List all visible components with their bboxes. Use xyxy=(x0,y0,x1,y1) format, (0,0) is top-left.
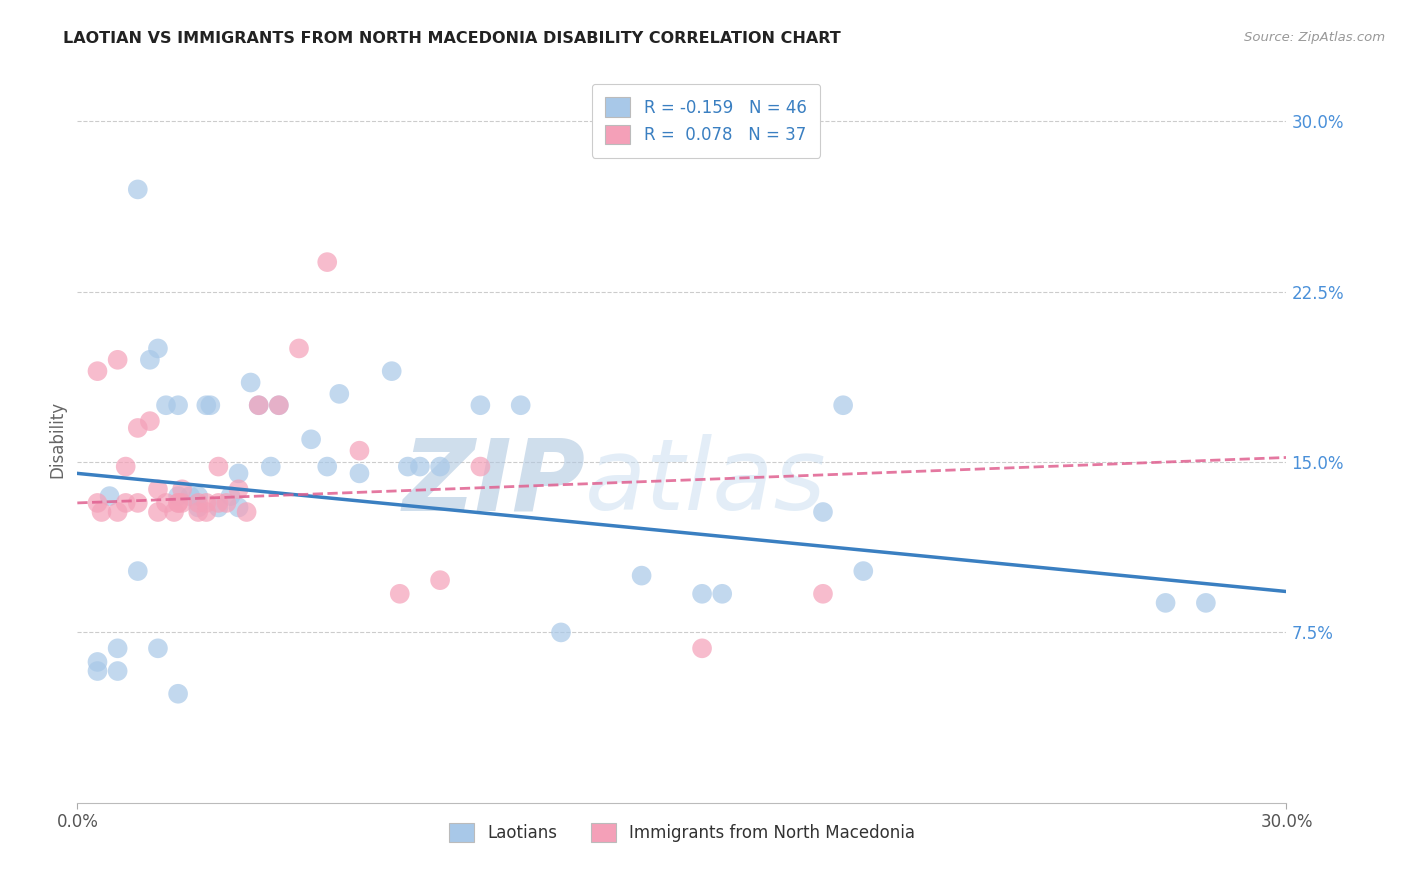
Point xyxy=(349,467,371,481)
Point xyxy=(316,255,339,269)
Point xyxy=(200,398,222,412)
Point xyxy=(228,467,250,481)
Point xyxy=(228,483,250,497)
Point xyxy=(163,505,186,519)
Point xyxy=(139,352,162,367)
Text: LAOTIAN VS IMMIGRANTS FROM NORTH MACEDONIA DISABILITY CORRELATION CHART: LAOTIAN VS IMMIGRANTS FROM NORTH MACEDON… xyxy=(63,31,841,46)
Point xyxy=(388,587,411,601)
Point xyxy=(267,398,290,412)
Point xyxy=(409,459,432,474)
Point xyxy=(98,489,121,503)
Point xyxy=(396,459,419,474)
Point xyxy=(86,364,108,378)
Point xyxy=(470,398,492,412)
Point xyxy=(146,483,169,497)
Point xyxy=(155,496,177,510)
Point xyxy=(470,459,492,474)
Point xyxy=(114,496,136,510)
Y-axis label: Disability: Disability xyxy=(48,401,66,478)
Point xyxy=(711,587,734,601)
Point xyxy=(139,414,162,428)
Point xyxy=(288,342,311,356)
Legend: Laotians, Immigrants from North Macedonia: Laotians, Immigrants from North Macedoni… xyxy=(443,816,921,849)
Point xyxy=(852,564,875,578)
Point xyxy=(195,496,218,510)
Point xyxy=(167,496,190,510)
Text: Source: ZipAtlas.com: Source: ZipAtlas.com xyxy=(1244,31,1385,45)
Point xyxy=(328,387,350,401)
Point xyxy=(228,500,250,515)
Point xyxy=(155,398,177,412)
Point xyxy=(630,568,652,582)
Point xyxy=(239,376,262,390)
Point xyxy=(690,587,713,601)
Point xyxy=(86,664,108,678)
Point xyxy=(179,489,201,503)
Point xyxy=(127,421,149,435)
Point xyxy=(195,505,218,519)
Point xyxy=(187,496,209,510)
Point xyxy=(550,625,572,640)
Point xyxy=(267,398,290,412)
Point xyxy=(811,505,834,519)
Point xyxy=(187,505,209,519)
Point xyxy=(260,459,283,474)
Point xyxy=(167,687,190,701)
Point xyxy=(832,398,855,412)
Point xyxy=(127,182,149,196)
Point xyxy=(207,459,229,474)
Point xyxy=(187,500,209,515)
Point xyxy=(86,496,108,510)
Point xyxy=(349,443,371,458)
Point xyxy=(381,364,404,378)
Point xyxy=(1195,596,1218,610)
Point xyxy=(146,342,169,356)
Point xyxy=(146,505,169,519)
Point xyxy=(107,664,129,678)
Point xyxy=(316,459,339,474)
Point xyxy=(207,496,229,510)
Point xyxy=(107,352,129,367)
Point xyxy=(127,564,149,578)
Point xyxy=(247,398,270,412)
Point xyxy=(215,496,238,510)
Text: atlas: atlas xyxy=(585,434,827,532)
Point xyxy=(429,573,451,587)
Point xyxy=(172,483,194,497)
Point xyxy=(187,489,209,503)
Point xyxy=(90,505,112,519)
Point xyxy=(1154,596,1177,610)
Point xyxy=(195,398,218,412)
Point xyxy=(172,496,194,510)
Point xyxy=(429,459,451,474)
Text: ZIP: ZIP xyxy=(402,434,585,532)
Point xyxy=(107,505,129,519)
Point xyxy=(690,641,713,656)
Point xyxy=(167,496,190,510)
Point xyxy=(167,489,190,503)
Point xyxy=(207,500,229,515)
Point xyxy=(86,655,108,669)
Point xyxy=(146,641,169,656)
Point xyxy=(509,398,531,412)
Point xyxy=(811,587,834,601)
Point xyxy=(127,496,149,510)
Point xyxy=(247,398,270,412)
Point xyxy=(114,459,136,474)
Point xyxy=(167,398,190,412)
Point xyxy=(299,432,322,446)
Point xyxy=(235,505,257,519)
Point xyxy=(219,489,242,503)
Point xyxy=(107,641,129,656)
